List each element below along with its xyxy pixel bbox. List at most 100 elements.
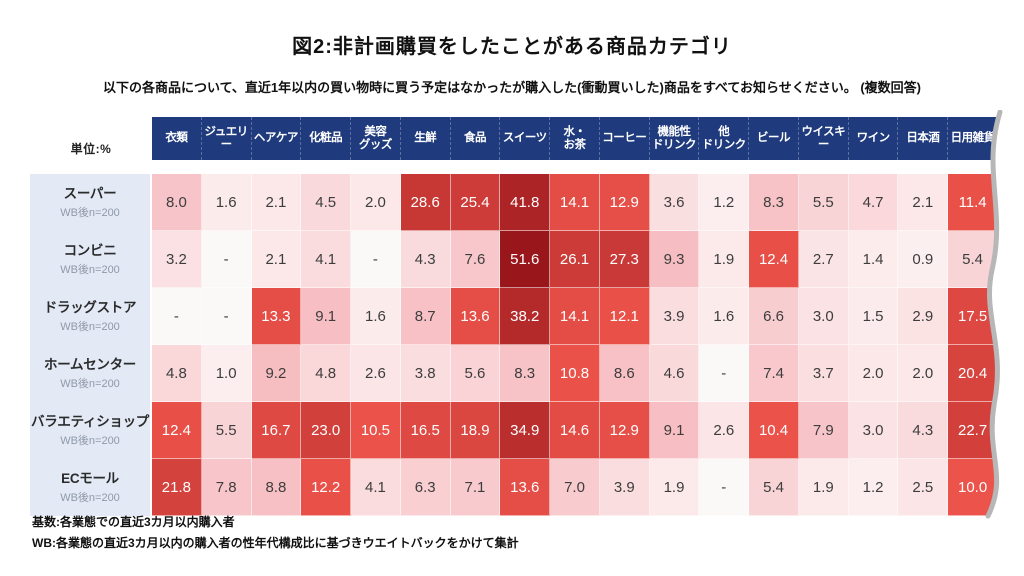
row-label-main: コンビニ xyxy=(63,242,117,258)
heatmap-cell: 17.5 xyxy=(948,288,998,345)
heatmap-cell: 18.9 xyxy=(450,402,501,459)
column-header: 生鮮 xyxy=(400,117,451,160)
footnotes: 基数:各業態での直近3カ月以内購入者 WB:各業態の直近3カ月以内の購入者の性年… xyxy=(32,512,519,554)
heatmap-cell: 22.7 xyxy=(948,402,998,459)
heatmap-cell: - xyxy=(201,231,252,288)
row-label: バラエティショップ WB後n=200 xyxy=(30,402,152,459)
row-label: コンビニ WB後n=200 xyxy=(30,231,152,288)
heatmap-cell: - xyxy=(152,288,202,345)
footnote-base: 基数:各業態での直近3カ月以内購入者 xyxy=(32,515,235,529)
heatmap-cell: 6.6 xyxy=(749,288,799,345)
column-header: ウイスキー xyxy=(798,117,849,160)
heatmap-cell: 12.9 xyxy=(599,174,650,231)
heatmap-cell: 2.0 xyxy=(351,174,401,231)
column-header: 日本酒 xyxy=(898,117,949,160)
heatmap-cell: 34.9 xyxy=(500,402,551,459)
heatmap-cell: 4.8 xyxy=(301,345,352,402)
heatmap-cell: 2.6 xyxy=(699,402,750,459)
heatmap-cell: - xyxy=(699,459,750,516)
heatmap-cell: 4.6 xyxy=(649,345,700,402)
heatmap-cell: 26.1 xyxy=(550,231,600,288)
column-header: ワイン xyxy=(848,117,899,160)
heatmap-cell: 13.6 xyxy=(450,288,501,345)
heatmap-cell: 2.0 xyxy=(898,345,949,402)
heatmap-cell: 28.6 xyxy=(400,174,451,231)
heatmap-cell: 1.2 xyxy=(699,174,750,231)
heatmap-cell: 10.0 xyxy=(948,459,998,516)
heatmap-cell: 9.2 xyxy=(251,345,302,402)
column-header: コーヒー xyxy=(599,117,650,160)
heatmap-cell: 12.4 xyxy=(152,402,202,459)
heatmap-cell: 3.2 xyxy=(152,231,202,288)
heatmap-cell: 7.9 xyxy=(798,402,849,459)
column-header: ジュエリー xyxy=(201,117,252,160)
heatmap-cell: 1.4 xyxy=(848,231,899,288)
heatmap-cell: 3.9 xyxy=(649,288,700,345)
heatmap-cell: 9.1 xyxy=(301,288,352,345)
heatmap-cell: 13.3 xyxy=(251,288,302,345)
row-label-sub: WB後n=200 xyxy=(60,206,120,219)
heatmap-cell: 7.0 xyxy=(550,459,600,516)
heatmap-cell: 5.4 xyxy=(948,231,998,288)
row-label-sub: WB後n=200 xyxy=(60,263,120,276)
heatmap-cell: 5.6 xyxy=(450,345,501,402)
column-header: 化粧品 xyxy=(301,117,352,160)
heatmap-cell: 1.5 xyxy=(848,288,899,345)
heatmap-cell: 25.4 xyxy=(450,174,501,231)
heatmap-cell: 1.6 xyxy=(699,288,750,345)
column-header: 機能性 ドリンク xyxy=(649,117,700,160)
column-header: 美容 グッズ xyxy=(351,117,401,160)
unit-label: 単位:% xyxy=(30,117,152,160)
heatmap-cell: 3.0 xyxy=(798,288,849,345)
heatmap-cell: 4.3 xyxy=(898,402,949,459)
heatmap-table: 単位:% 衣類 ジュエリー ヘアケア 化粧品 美容 グッズ 生鮮 食品 スイーツ 水・ お茶 コーヒ… xyxy=(30,117,998,516)
heatmap-cell: 3.8 xyxy=(400,345,451,402)
heatmap-cell: 2.1 xyxy=(251,231,302,288)
heatmap-cell: 4.3 xyxy=(400,231,451,288)
heatmap-cell: 23.0 xyxy=(301,402,352,459)
row-label: スーパー WB後n=200 xyxy=(30,174,152,231)
column-header: ビール xyxy=(749,117,799,160)
column-header: 食品 xyxy=(450,117,501,160)
heatmap-cell: 12.4 xyxy=(749,231,799,288)
row-label-main: ECモール xyxy=(61,470,119,486)
heatmap-cell: 10.5 xyxy=(351,402,401,459)
heatmap-cell: 1.9 xyxy=(649,459,700,516)
heatmap-cell: 3.6 xyxy=(649,174,700,231)
heatmap-cell: 2.0 xyxy=(848,345,899,402)
heatmap-cell: 2.1 xyxy=(251,174,302,231)
heatmap-cell: 7.8 xyxy=(201,459,252,516)
heatmap-cell: 4.8 xyxy=(152,345,202,402)
row-label-sub: WB後n=200 xyxy=(60,434,120,447)
heatmap-cell: 9.3 xyxy=(649,231,700,288)
heatmap-cell: 1.0 xyxy=(201,345,252,402)
heatmap-cell: 9.1 xyxy=(649,402,700,459)
column-header: ヘアケア xyxy=(251,117,302,160)
heatmap-cell: 8.0 xyxy=(152,174,202,231)
heatmap-cell: 3.9 xyxy=(599,459,650,516)
heatmap-cell: 4.7 xyxy=(848,174,899,231)
heatmap-cell: 21.8 xyxy=(152,459,202,516)
row-label-sub: WB後n=200 xyxy=(60,320,120,333)
figure-title: 図2:非計画購買をしたことがある商品カテゴリ xyxy=(292,36,732,58)
heatmap-cell: 7.1 xyxy=(450,459,501,516)
heatmap-cell: 1.6 xyxy=(201,174,252,231)
heatmap-cell: 8.7 xyxy=(400,288,451,345)
heatmap-cell: 4.1 xyxy=(351,459,401,516)
heatmap-cell: 4.5 xyxy=(301,174,352,231)
row-label-sub: WB後n=200 xyxy=(60,377,120,390)
heatmap-cell: 4.1 xyxy=(301,231,352,288)
heatmap-cell: 10.4 xyxy=(749,402,799,459)
row-label-main: ホームセンター xyxy=(44,356,136,372)
column-header: スイーツ xyxy=(500,117,551,160)
heatmap-cell: 12.2 xyxy=(301,459,352,516)
heatmap-cell: 2.6 xyxy=(351,345,401,402)
heatmap-cell: - xyxy=(699,345,750,402)
heatmap-cell: 1.9 xyxy=(699,231,750,288)
heatmap-cell: 12.1 xyxy=(599,288,650,345)
heatmap-cell: 5.4 xyxy=(749,459,799,516)
heatmap-cell: 2.5 xyxy=(898,459,949,516)
heatmap-cell: 2.1 xyxy=(898,174,949,231)
row-label: ホームセンター WB後n=200 xyxy=(30,345,152,402)
